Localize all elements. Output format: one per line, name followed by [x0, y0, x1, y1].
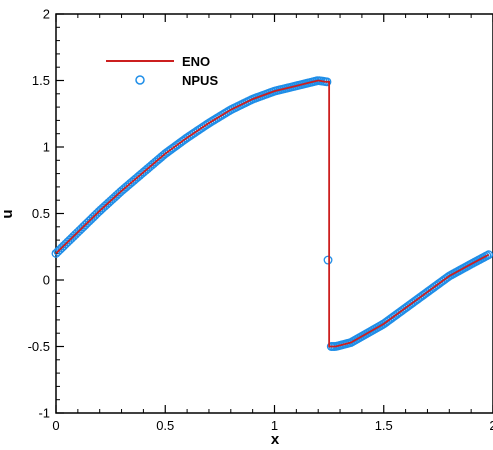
x-tick-label: 0	[52, 418, 59, 433]
npus-point	[484, 250, 493, 260]
plot-frame	[55, 13, 493, 414]
y-tick-label: 0	[43, 273, 50, 288]
y-tick-label: -1	[38, 406, 50, 421]
legend-npus-marker	[135, 75, 145, 85]
series-layer	[51, 76, 493, 351]
y-tick-label: 0.5	[32, 206, 50, 221]
x-tick-label: 0.5	[156, 418, 174, 433]
legend: ENO NPUS	[106, 54, 218, 88]
x-tick-label: 1.5	[375, 418, 393, 433]
y-tick-label: 2	[43, 7, 50, 22]
y-tick-label: -0.5	[28, 339, 50, 354]
npus-point	[323, 255, 333, 265]
axis-ticks	[55, 13, 493, 414]
y-axis-label: u	[0, 209, 16, 218]
legend-eno-label: ENO	[182, 54, 210, 69]
x-tick-label: 2	[489, 418, 493, 433]
tick-labels: 0 0.5 1 1.5 2 -1 -0.5 0 0.5 1 1.5 2	[28, 7, 493, 434]
legend-npus-label: NPUS	[182, 73, 218, 88]
x-tick-label: 1	[271, 418, 278, 433]
x-axis-label: x	[271, 431, 280, 448]
y-tick-label: 1.5	[32, 73, 50, 88]
y-tick-label: 1	[43, 140, 50, 155]
eno-line	[55, 79, 490, 348]
